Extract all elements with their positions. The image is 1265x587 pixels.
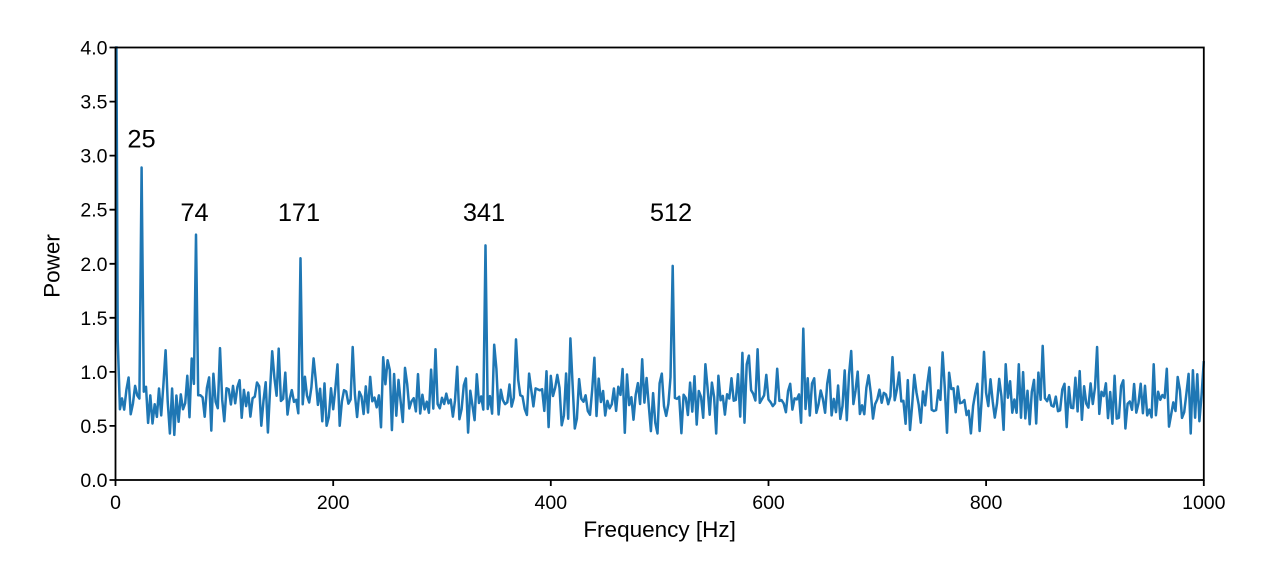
svg-text:171: 171 xyxy=(278,199,320,227)
svg-text:200: 200 xyxy=(317,492,350,514)
svg-text:74: 74 xyxy=(180,199,208,227)
svg-text:1000: 1000 xyxy=(1182,492,1226,514)
svg-text:800: 800 xyxy=(970,492,1003,514)
svg-text:1.5: 1.5 xyxy=(80,308,107,330)
svg-text:Power: Power xyxy=(40,234,65,298)
svg-text:1.0: 1.0 xyxy=(80,362,107,384)
svg-text:341: 341 xyxy=(463,199,505,227)
svg-text:4.0: 4.0 xyxy=(80,38,107,60)
svg-text:512: 512 xyxy=(650,199,692,227)
svg-text:3.0: 3.0 xyxy=(80,146,107,168)
svg-text:2.5: 2.5 xyxy=(80,200,107,222)
svg-text:2.0: 2.0 xyxy=(80,254,107,276)
svg-text:0: 0 xyxy=(110,492,121,514)
svg-text:600: 600 xyxy=(752,492,785,514)
svg-text:0.0: 0.0 xyxy=(80,470,107,492)
svg-text:25: 25 xyxy=(127,126,155,154)
svg-text:3.5: 3.5 xyxy=(80,92,107,114)
svg-text:Frequency [Hz]: Frequency [Hz] xyxy=(583,517,736,542)
svg-text:400: 400 xyxy=(535,492,568,514)
svg-text:0.5: 0.5 xyxy=(80,416,107,438)
